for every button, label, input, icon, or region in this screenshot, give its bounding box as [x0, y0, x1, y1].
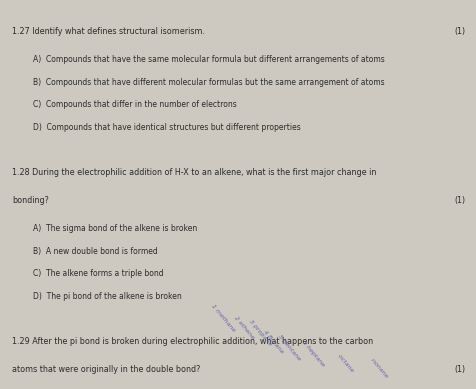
Text: 5 pentane: 5 pentane [276, 334, 300, 362]
Text: (1): (1) [453, 196, 464, 205]
Text: 3 propane: 3 propane [248, 318, 272, 346]
Text: (1): (1) [453, 27, 464, 36]
Text: 1.27 Identify what defines structural isomerism.: 1.27 Identify what defines structural is… [12, 27, 205, 36]
Text: D)  Compounds that have identical structures but different properties: D) Compounds that have identical structu… [33, 123, 300, 132]
Text: octane: octane [333, 351, 353, 373]
Text: 4 Butane: 4 Butane [262, 329, 284, 354]
Text: A)  Compounds that have the same molecular formula but different arrangements of: A) Compounds that have the same molecula… [33, 55, 384, 64]
Text: 5 heptane: 5 heptane [300, 340, 324, 368]
Text: C)  The alkene forms a triple bond: C) The alkene forms a triple bond [33, 269, 164, 278]
Text: 2 ethene: 2 ethene [233, 315, 255, 340]
Text: bonding?: bonding? [12, 196, 49, 205]
Text: C)  Compounds that differ in the number of electrons: C) Compounds that differ in the number o… [33, 100, 237, 109]
Text: B)  A new double bond is formed: B) A new double bond is formed [33, 247, 158, 256]
Text: (1): (1) [453, 365, 464, 374]
Text: A)  The sigma bond of the alkene is broken: A) The sigma bond of the alkene is broke… [33, 224, 197, 233]
Text: D)  The pi bond of the alkene is broken: D) The pi bond of the alkene is broken [33, 292, 182, 301]
Text: 1.28 During the electrophilic addition of H-X to an alkene, what is the first ma: 1.28 During the electrophilic addition o… [12, 168, 376, 177]
Text: B)  Compounds that have different molecular formulas but the same arrangement of: B) Compounds that have different molecul… [33, 78, 384, 87]
Text: atoms that were originally in the double bond?: atoms that were originally in the double… [12, 365, 200, 374]
Text: 1 methane: 1 methane [209, 303, 235, 333]
Text: nonane: nonane [367, 355, 388, 379]
Text: 1.29 After the pi bond is broken during electrophilic addition, what happens to : 1.29 After the pi bond is broken during … [12, 337, 372, 346]
